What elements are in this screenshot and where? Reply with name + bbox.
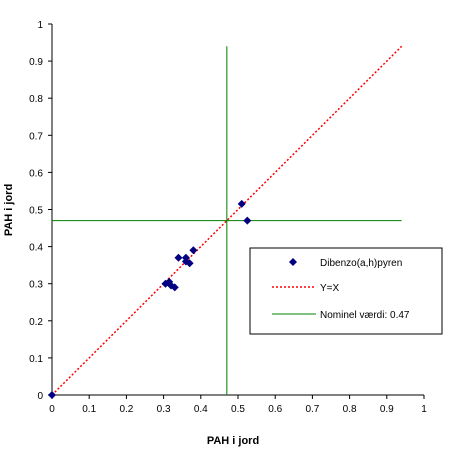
x-tick-label: 0.3: [157, 404, 171, 415]
y-tick-label: 0.7: [29, 131, 43, 142]
plot-area: [48, 45, 403, 399]
data-point: [237, 199, 246, 208]
x-tick-label: 0.6: [268, 404, 282, 415]
x-tick-label: 0.8: [343, 404, 357, 415]
data-point: [243, 216, 252, 225]
x-tick-label: 0.7: [305, 404, 319, 415]
y-tick-label: 0.3: [29, 280, 43, 291]
y-axis-title: PAH i jord: [3, 184, 15, 236]
legend-item-yx: Y=X: [272, 283, 340, 294]
y-tick-label: 0.9: [29, 57, 43, 68]
y-tick-label: 0.6: [29, 168, 43, 179]
legend-box: [249, 247, 443, 335]
legend-label-yx: Y=X: [320, 283, 340, 294]
data-point: [170, 283, 179, 292]
y-tick-label: 0.4: [29, 243, 43, 254]
legend-label-points: Dibenzo(a,h)pyren: [320, 258, 402, 269]
legend-item-nominal: Nominel værdi: 0.47: [272, 310, 410, 321]
data-point: [189, 246, 198, 255]
data-point: [185, 259, 194, 268]
legend: Dibenzo(a,h)pyren Y=X Nominel værdi: 0.4…: [249, 247, 443, 335]
x-tick-label: 1: [421, 404, 427, 415]
x-tick-label: 0.9: [380, 404, 394, 415]
x-tick-label: 0: [49, 404, 55, 415]
x-axis-title: PAH i jord: [207, 435, 259, 447]
x-axis-ticks: 0 0.1 0.2 0.3 0.4 0.5 0.6 0.7 0.8 0.9 1: [49, 395, 427, 415]
legend-label-nominal: Nominel værdi: 0.47: [320, 310, 410, 321]
legend-diamond-marker: [289, 258, 297, 266]
y-tick-label: 0.2: [29, 317, 43, 328]
x-tick-label: 0.5: [231, 404, 245, 415]
legend-item-points: Dibenzo(a,h)pyren: [289, 258, 402, 269]
y-tick-label: 0.8: [29, 94, 43, 105]
y-tick-label: 1: [37, 20, 43, 31]
x-tick-label: 0.1: [82, 404, 96, 415]
y-tick-label: 0.5: [29, 206, 43, 217]
data-point: [48, 391, 56, 399]
data-point: [174, 253, 183, 262]
y-axis-ticks: 0 0.1 0.2 0.3 0.4 0.5 0.6 0.7 0.8 0.9 1: [29, 20, 52, 402]
y-tick-label: 0.1: [29, 354, 43, 365]
x-tick-label: 0.4: [194, 404, 208, 415]
x-tick-label: 0.2: [119, 404, 133, 415]
y-tick-label: 0: [37, 391, 43, 402]
